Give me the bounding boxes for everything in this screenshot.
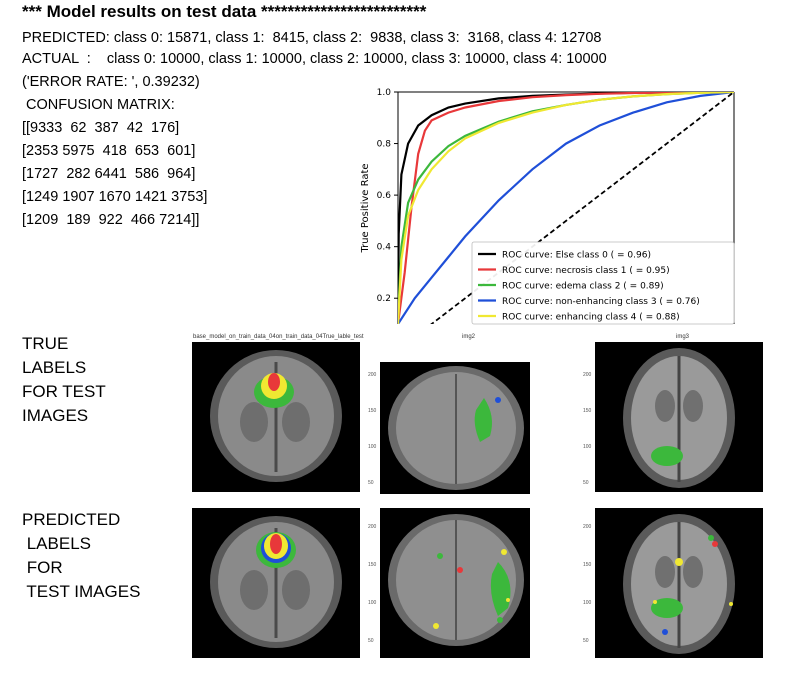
image-tick-label: 50 [368, 638, 374, 644]
roc-chart: 1.0 0.8 0.6 0.4 0.2 True Positive Rate ROC cu… [360, 88, 735, 325]
image-tick-label: 50 [583, 638, 589, 644]
predicted-labels-section-label: PREDICTED LABELS FOR TEST IMAGES [22, 510, 141, 601]
image-tick-label: 150 [368, 562, 377, 568]
image-caption-1: base_model_on_train_data_04on_train_data… [193, 334, 364, 340]
roc-series-line [398, 92, 734, 324]
predicted-counts: PREDICTED: class 0: 15871, class 1: 8415… [22, 30, 602, 46]
image-tick-label: 200 [583, 524, 592, 530]
brain-image-pred-3 [595, 508, 763, 658]
roc-legend-label: ROC curve: necrosis class 1 ( = 0.95) [502, 266, 670, 276]
roc-lines [398, 92, 734, 324]
image-caption-2: img2 [462, 334, 476, 340]
confusion-matrix-row: [1727 282 6441 586 964] [22, 166, 196, 182]
image-tick-label: 100 [583, 444, 592, 450]
image-tick-label: 150 [583, 562, 592, 568]
confusion-matrix-row: [1209 189 922 466 7214]] [22, 212, 200, 228]
roc-legend-label: ROC curve: edema class 2 ( = 0.89) [502, 282, 664, 292]
image-tick-label: 150 [368, 408, 377, 414]
brain-image-pred-1 [192, 508, 360, 658]
roc-legend: ROC curve: Else class 0 ( = 0.96) ROC cur… [471, 241, 735, 325]
image-caption-3: img3 [676, 334, 690, 340]
roc-chance-line [430, 92, 734, 324]
roc-y-tick-label: 0.4 [377, 243, 392, 253]
error-rate: ('ERROR RATE: ', 0.39232) [22, 74, 200, 90]
roc-legend-label: ROC curve: enhancing class 4 ( = 0.88) [502, 313, 680, 323]
brain-image-true-1 [192, 342, 360, 492]
roc-series-line [398, 92, 734, 324]
confusion-matrix-row: [2353 5975 418 653 601] [22, 143, 196, 159]
confusion-matrix-title: CONFUSION MATRIX: [22, 97, 175, 113]
image-tick-label: 50 [583, 480, 589, 486]
image-tick-label: 200 [368, 372, 377, 378]
confusion-matrix-row: [[9333 62 387 42 176] [22, 120, 180, 136]
image-tick-label: 200 [583, 372, 592, 378]
brain-image-true-3 [595, 342, 763, 492]
roc-series-line [398, 92, 734, 324]
roc-y-axis-label: True Positive Rate [360, 163, 371, 253]
actual-counts: ACTUAL : class 0: 10000, class 1: 10000,… [22, 51, 607, 67]
page-title: *** Model results on test data *********… [22, 2, 427, 21]
roc-legend-box [471, 241, 735, 325]
image-tick-label: 150 [583, 408, 592, 414]
confusion-matrix-row: [1249 1907 1670 1421 3753] [22, 189, 208, 205]
roc-y-tick-label: 1.0 [377, 88, 392, 98]
image-tick-label: 100 [368, 600, 377, 606]
roc-y-tick-label: 0.6 [377, 191, 392, 201]
roc-y-tick-label: 0.8 [377, 140, 392, 150]
roc-legend-label: ROC curve: non-enhancing class 3 ( = 0.7… [502, 297, 700, 307]
image-tick-label: 100 [368, 444, 377, 450]
image-tick-label: 50 [368, 480, 374, 486]
brain-image-pred-2 [380, 508, 530, 658]
roc-legend-label: ROC curve: Else class 0 ( = 0.96) [502, 251, 651, 261]
image-tick-label: 100 [583, 600, 592, 606]
roc-y-tick-label: 0.2 [377, 294, 391, 304]
true-labels-section-label: TRUE LABELS FOR TEST IMAGES [22, 334, 106, 425]
brain-image-true-2 [380, 362, 530, 494]
image-tick-label: 200 [368, 524, 377, 530]
